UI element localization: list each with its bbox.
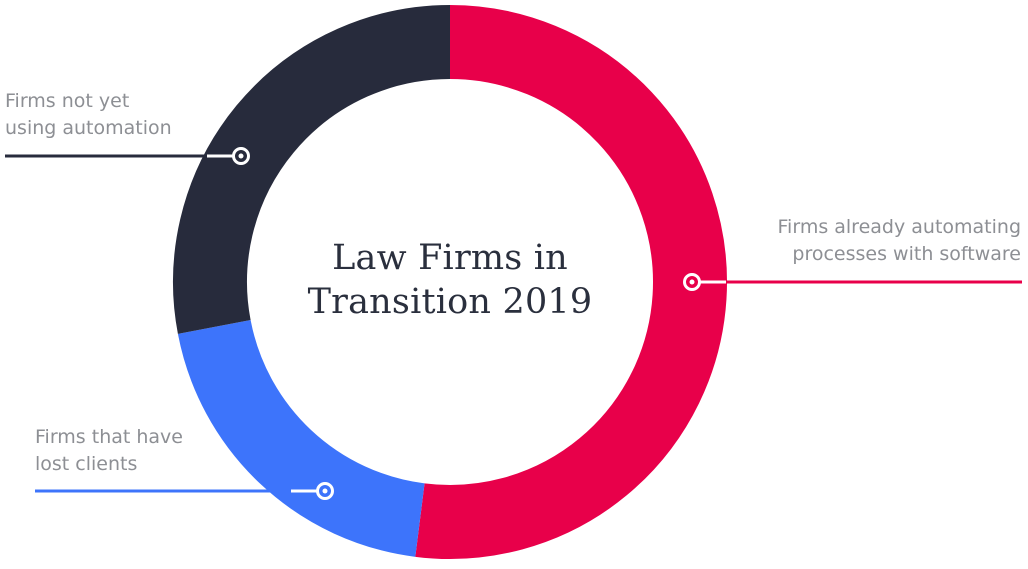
leader-marker-dot-not-automating	[238, 153, 244, 159]
leader-marker-dot-lost-clients	[322, 488, 328, 494]
segment-label-lost-clients-line-1: Firms that have	[35, 426, 183, 448]
donut-segment-not-automating	[173, 5, 451, 334]
segment-label-lost-clients-line-2: lost clients	[35, 453, 138, 475]
segment-label-automating-line-2: processes with software	[792, 243, 1021, 265]
chart-title-line-2: Transition 2019	[307, 282, 593, 322]
chart-title-line-1: Law Firms in	[332, 238, 568, 278]
donut-segment-automating	[415, 5, 727, 559]
segment-label-automating: Firms already automating processes with …	[778, 214, 1021, 268]
chart-title: Law Firms in Transition 2019	[250, 236, 650, 324]
segment-label-automating-line-1: Firms already automating	[777, 216, 1021, 238]
segment-label-not-automating-line-1: Firms not yet	[5, 90, 130, 112]
leader-marker-dot-automating	[689, 279, 695, 285]
donut-segment-lost-clients	[177, 319, 426, 557]
segment-label-not-automating: Firms not yet using automation	[5, 88, 172, 142]
segment-label-lost-clients: Firms that have lost clients	[35, 424, 183, 478]
segment-label-not-automating-line-2: using automation	[5, 117, 172, 139]
